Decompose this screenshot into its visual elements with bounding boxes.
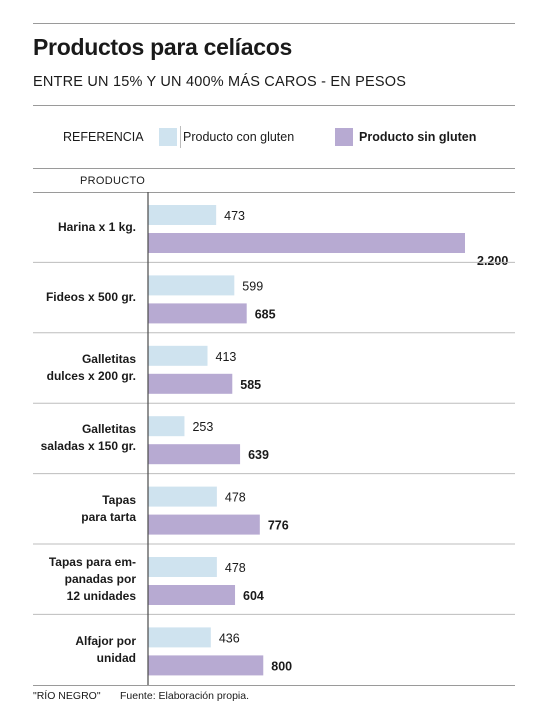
category-label-line: panadas por [64,571,136,586]
data-label: 478 [225,561,246,575]
category-label-line: Harina x 1 kg. [57,219,136,234]
category-label-line: unidad [96,650,136,665]
category-label-line: saladas x 150 gr. [40,439,136,454]
top-rule [33,23,515,24]
footer-source: "RÍO NEGRO" [33,690,101,702]
category-label-line: 12 unidades [66,588,136,603]
legend: REFERENCIA Producto con gluten Producto … [33,120,515,154]
data-label: 599 [242,279,263,293]
legend-item-sin-gluten: Producto sin gluten [359,130,477,144]
data-label: 436 [219,631,240,645]
category-label-line: Galletitas [81,422,136,437]
legend-separator [180,126,181,148]
bar-sin-gluten [148,585,236,605]
category-label-line: Tapas para em- [48,554,136,569]
legend-swatch-con-gluten [159,128,177,146]
category-label-line: Alfajor por [75,633,136,648]
bar-con-gluten [148,416,185,437]
data-label: 800 [271,659,292,673]
bar-sin-gluten [148,233,465,253]
category-label: Alfajor por unidad [16,633,136,667]
data-label: 473 [224,209,245,223]
category-label-line: Galletitas [81,352,136,366]
bar-sin-gluten [148,655,264,676]
data-label: 604 [243,589,264,603]
column-header: PRODUCTO [80,175,146,187]
data-label: 413 [216,350,237,364]
category-label: Fideos x 500 gr. [16,289,136,306]
data-label: 685 [255,307,276,321]
footer-note: Fuente: Elaboración propia. [120,690,249,702]
chart-title: Productos para celíacos [33,34,292,60]
bar-con-gluten [148,345,208,366]
category-label: Harina x 1 kg. [16,219,136,236]
category-label: Galletitas dulces x 200 gr. [16,351,136,385]
column-header-rule [33,192,515,193]
data-label: 478 [225,491,246,505]
legend-rule [33,168,515,169]
legend-swatch-sin-gluten [335,128,353,146]
category-label-line: Tapas [102,492,136,507]
data-label: 2.200 [477,254,508,268]
legend-label: REFERENCIA [63,130,144,144]
category-label: Tapas para tarta [16,492,136,526]
bar-con-gluten [148,275,235,296]
chart-subtitle: ENTRE UN 15% Y UN 400% MÁS CAROS - EN PE… [33,74,407,90]
data-label: 639 [248,448,269,462]
category-label-line: dulces x 200 gr. [46,369,136,383]
legend-item-con-gluten: Producto con gluten [183,130,295,144]
category-label-line: para tarta [81,509,136,524]
data-label: 585 [240,378,261,392]
bar-con-gluten [148,557,217,577]
bar-con-gluten [148,205,217,225]
category-label: Galletitas saladas x 150 gr. [16,421,136,455]
category-label-line: Fideos x 500 gr. [45,290,136,305]
bar-sin-gluten [148,444,241,465]
data-label: 253 [192,420,213,434]
bar-sin-gluten [148,514,260,535]
category-label: Tapas para em-panadas por 12 unidades [16,554,136,605]
bar-con-gluten [148,627,211,648]
data-label: 776 [268,519,289,533]
bar-con-gluten [148,486,217,507]
header-rule [33,105,515,106]
bottom-rule [33,685,515,686]
bar-sin-gluten [148,303,247,324]
bar-sin-gluten [148,373,233,394]
